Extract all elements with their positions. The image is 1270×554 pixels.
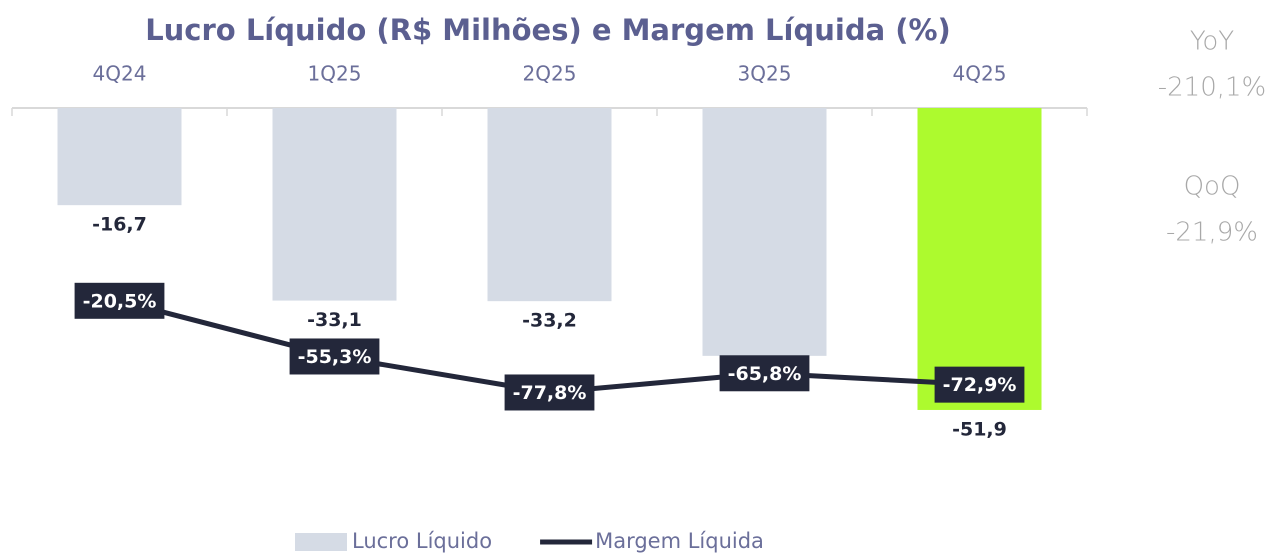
bar (487, 108, 612, 302)
legend-label: Lucro Líquido (352, 529, 492, 553)
line-label-box (504, 374, 595, 411)
annotation-label: YoY (1190, 27, 1234, 57)
line-label-box (719, 355, 810, 392)
chart-title: Lucro Líquido (R$ Milhões) e Margem Líqu… (145, 13, 951, 47)
bar (917, 108, 1042, 410)
bar (702, 108, 827, 356)
bar-value-label: -16,7 (92, 214, 147, 236)
line-value-label: -77,8% (513, 382, 587, 404)
x-tick-label: 2Q25 (523, 62, 577, 86)
x-tick-label: 4Q24 (93, 62, 147, 86)
bar-value-label: -33,1 (307, 309, 362, 331)
annotation-text: -210,1% (1158, 73, 1267, 103)
x-tick-label: 3Q25 (738, 62, 792, 86)
line-value-label: -20,5% (83, 290, 157, 312)
x-tick-label: 4Q25 (953, 62, 1007, 86)
line-label-box (289, 338, 380, 375)
bar-value-label: -51,9 (952, 418, 1007, 440)
x-tick-label: 1Q25 (308, 62, 362, 86)
line-value-label: -55,3% (298, 346, 372, 368)
bar-value-label: -33,2 (522, 310, 577, 332)
line-value-label: -65,8% (728, 363, 802, 385)
line-value-label: -72,9% (943, 374, 1017, 396)
legend-swatch (295, 533, 347, 551)
legend-label: Margem Líquida (595, 529, 764, 553)
annotation-label: QoQ (1184, 172, 1241, 202)
line-label-box (74, 282, 165, 319)
line-label-box (934, 366, 1025, 403)
annotation-text: -21,9% (1166, 218, 1258, 248)
bar (272, 108, 397, 301)
bar (57, 108, 182, 206)
